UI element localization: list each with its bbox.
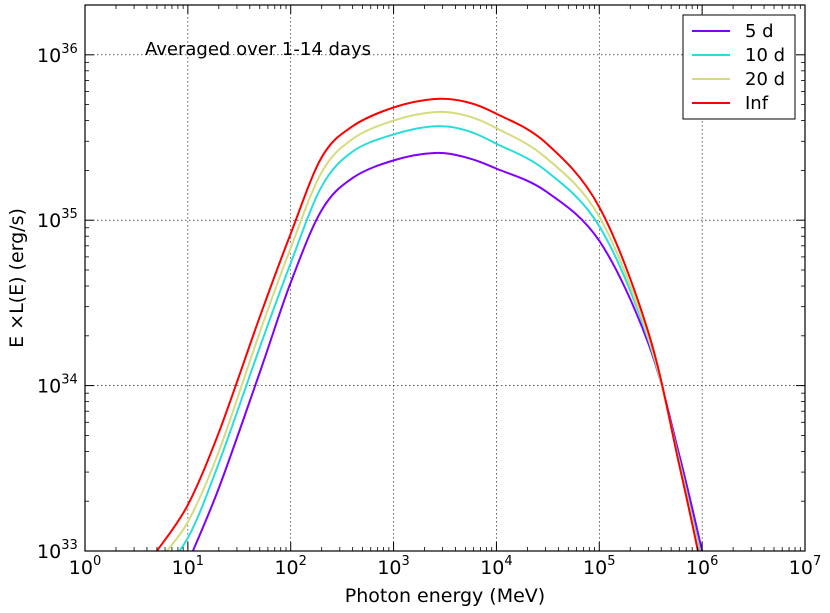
x-tick-label: 100 (69, 554, 101, 579)
y-tick-exponent: 33 (61, 538, 78, 553)
x-tick-base: 10 (69, 557, 93, 579)
y-tick-label: 1035 (37, 207, 78, 232)
y-tick-base: 10 (37, 210, 61, 232)
legend-label: 10 d (745, 45, 785, 66)
x-tick-exponent: 7 (813, 554, 821, 569)
series-line-4 (156, 97, 699, 551)
series-line-1 (191, 151, 704, 551)
legend-label: Inf (745, 93, 769, 114)
x-tick-label: 101 (172, 554, 204, 579)
legend-label: 20 d (745, 69, 785, 90)
y-tick-exponent: 35 (61, 207, 78, 222)
x-tick-exponent: 2 (299, 554, 307, 569)
y-tick-base: 10 (37, 376, 61, 398)
x-tick-exponent: 0 (93, 554, 101, 569)
x-tick-exponent: 1 (196, 554, 204, 569)
x-tick-base: 10 (377, 557, 401, 579)
x-tick-base: 10 (172, 557, 196, 579)
x-tick-base: 10 (274, 557, 298, 579)
x-tick-label: 107 (789, 554, 821, 579)
x-tick-label: 106 (686, 554, 718, 579)
legend-label: 5 d (745, 21, 774, 42)
x-tick-base: 10 (583, 557, 607, 579)
y-tick-label: 1034 (37, 373, 78, 398)
y-tick-label: 1036 (37, 42, 78, 67)
x-tick-base: 10 (789, 557, 813, 579)
series-group (156, 97, 704, 551)
x-tick-label: 105 (583, 554, 615, 579)
x-tick-exponent: 6 (710, 554, 718, 569)
y-tick-exponent: 36 (61, 42, 78, 57)
grid-lines (85, 5, 805, 551)
legend: 5 d 10 d 20 d Inf (682, 14, 796, 120)
axis-ticks (84, 4, 806, 552)
x-tick-exponent: 5 (607, 554, 615, 569)
x-tick-base: 10 (686, 557, 710, 579)
x-tick-label: 103 (377, 554, 409, 579)
series-line-3 (165, 110, 700, 551)
legend-box (682, 14, 796, 120)
x-tick-exponent: 4 (504, 554, 512, 569)
plot-frame (84, 4, 806, 552)
x-tick-exponent: 3 (402, 554, 410, 569)
y-tick-base: 10 (37, 45, 61, 67)
chart-annotation: Averaged over 1-14 days (145, 39, 371, 60)
y-tick-label: 1033 (37, 538, 78, 563)
x-tick-base: 10 (480, 557, 504, 579)
y-tick-base: 10 (37, 541, 61, 563)
y-axis-label: E ×L(E) (erg/s) (6, 208, 28, 348)
x-tick-label: 102 (274, 554, 306, 579)
x-tick-labels: 100 101 102 103 104 105 106 107 (69, 554, 821, 579)
x-tick-label: 104 (480, 554, 512, 579)
x-axis-label: Photon energy (MeV) (345, 585, 545, 607)
y-tick-exponent: 34 (61, 373, 78, 388)
